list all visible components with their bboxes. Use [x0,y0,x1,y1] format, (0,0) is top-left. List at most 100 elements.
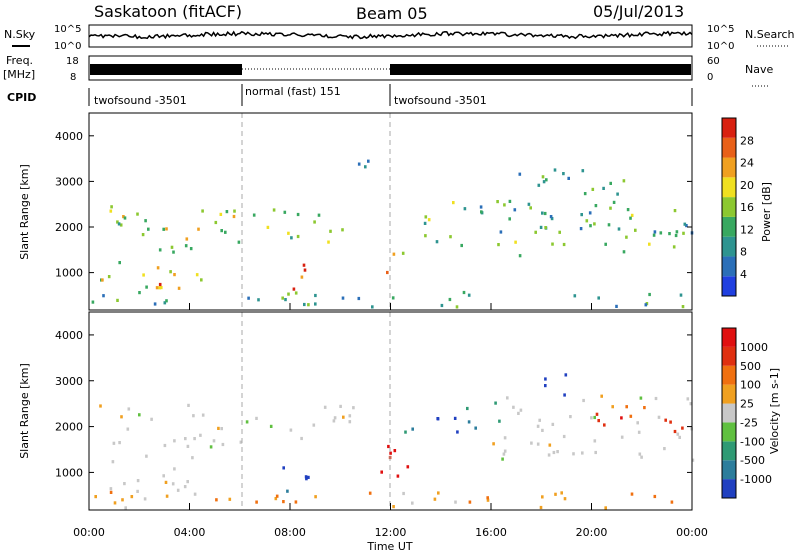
velocity-cell [562,434,566,439]
velocity-cell [560,491,563,495]
power-cell [102,294,105,298]
power-cell [539,225,543,229]
power-cell [499,230,503,234]
power-cell [581,169,585,173]
power-cell [155,286,159,290]
velocity-cell [541,428,544,432]
colorbar-tick-label: 25 [740,398,754,411]
power-cell [449,235,452,239]
cpid-segment-3: twofsound -3501 [394,94,487,107]
velocity-colorbar: 1000 500 100 25 -25 -100 -500 -1000 Velocity [m… [721,327,781,499]
velocity-cell [183,485,187,489]
power-cell [303,268,307,272]
power-cell [435,240,439,244]
y-tick-label: 1000 [55,267,83,280]
velocity-cell [113,501,117,505]
velocity-cell [636,421,639,425]
x-tick-label: 20:00 [576,526,608,539]
velocity-cell [176,488,180,492]
velocity-cell [676,432,680,436]
velocity-cell [492,442,495,446]
nave-tick-top: 60 [707,56,720,67]
power-cell [562,172,565,176]
colorbar-swatch [722,441,736,461]
power-cell [200,278,203,282]
power-cell [562,242,566,247]
velocity-cell [454,500,457,504]
power-cell [314,302,317,306]
power-cell [634,228,637,232]
velocity-cell [494,401,497,405]
colorbar-swatch [722,256,736,277]
power-cell [170,245,174,249]
velocity-cell [282,500,285,504]
velocity-cell [474,426,477,430]
velocity-cell [112,441,116,445]
power-cell [302,263,306,267]
power-cell [247,296,250,300]
power-cell [314,293,317,298]
velocity-cell [130,495,134,499]
power-cell [585,219,589,223]
velocity-cell [539,505,543,510]
power-cell [541,175,545,179]
power-cell [144,219,147,223]
velocity-colorbar-swatches [721,327,737,499]
velocity-cell [352,406,355,410]
power-cell [119,223,123,227]
velocity-cell [629,414,633,418]
power-cell [233,209,236,213]
velocity-cell [221,442,225,447]
power-cell [682,231,685,235]
velocity-cell [563,393,566,397]
power-cell [220,229,223,233]
power-cell [341,296,345,300]
y-tick-label: 4000 [55,329,83,342]
power-cell [145,285,148,289]
power-cell [392,252,396,256]
power-cell [136,212,139,216]
velocity-cell [332,419,336,423]
velocity-cell [217,426,220,430]
velocity-cell [551,422,555,426]
power-cell [219,212,223,216]
power-cell [401,251,405,255]
y-tick-label: 1000 [55,466,83,479]
velocity-cell [402,491,405,496]
velocity-cell [121,498,124,502]
velocity-cell [502,452,506,456]
power-cell [609,181,612,185]
y-tick-label: 3000 [55,375,83,388]
velocity-cell [536,442,540,446]
power-cell [518,254,522,258]
velocity-cell [255,416,258,420]
colorbar-tick-label: -100 [740,435,765,448]
velocity-cell [689,402,693,406]
velocity-cell [544,384,547,388]
power-cell [116,220,119,224]
velocity-cell [173,467,176,471]
power-cell [542,180,546,184]
power-cell [589,224,592,228]
x-tick-label: 00:00 [73,526,105,539]
power-cell [424,215,428,219]
power-cell [184,244,188,248]
velocity-cell [653,494,657,499]
power-cell [551,242,554,246]
velocity-cell [670,500,674,504]
power-cell [197,227,200,231]
velocity-heatmap-cells [94,373,695,510]
power-cell [287,231,290,235]
y-tick-label: 2000 [55,221,83,234]
velocity-cell [165,494,169,498]
velocity-cell [314,495,317,499]
velocity-cell [380,470,383,474]
velocity-cell [406,465,410,469]
velocity-cell [289,428,293,432]
velocity-cell [99,404,102,408]
power-cell [142,273,145,277]
velocity-cell [199,433,202,437]
search-tick-bottom: 10^0 [707,41,734,52]
power-cell [593,222,596,226]
xlabel: Time UT [366,540,412,553]
